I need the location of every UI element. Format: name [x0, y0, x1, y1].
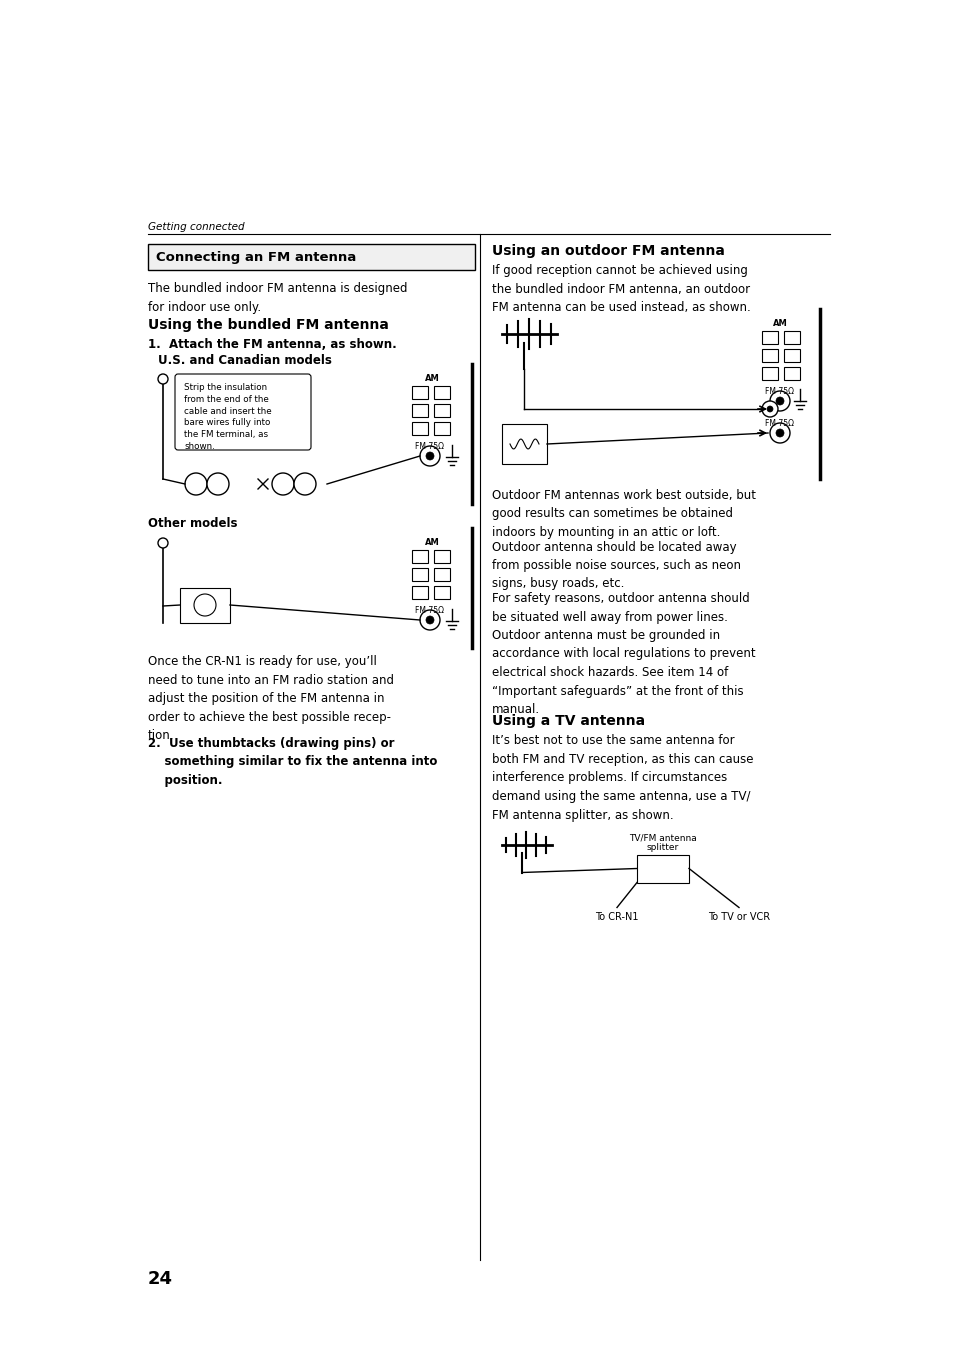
- Text: Outdoor antenna should be located away
from possible noise sources, such as neon: Outdoor antenna should be located away f…: [492, 540, 740, 590]
- Text: FM 75Ω: FM 75Ω: [764, 419, 794, 428]
- Bar: [761, 349, 778, 362]
- Circle shape: [272, 473, 294, 494]
- Circle shape: [294, 473, 315, 494]
- Text: Getting connected: Getting connected: [148, 222, 244, 232]
- Bar: [412, 422, 428, 435]
- Bar: [783, 367, 800, 380]
- Text: FM 75Ω: FM 75Ω: [416, 442, 444, 451]
- Circle shape: [766, 407, 772, 412]
- Text: Using an outdoor FM antenna: Using an outdoor FM antenna: [492, 245, 724, 258]
- Bar: [180, 588, 230, 623]
- Text: Using the bundled FM antenna: Using the bundled FM antenna: [148, 317, 389, 332]
- Text: FM 75Ω: FM 75Ω: [416, 607, 444, 615]
- Text: Other models: Other models: [148, 517, 237, 530]
- FancyBboxPatch shape: [174, 374, 311, 450]
- Text: FM 75Ω: FM 75Ω: [764, 386, 794, 396]
- Circle shape: [769, 390, 789, 411]
- Bar: [761, 331, 778, 345]
- Circle shape: [193, 594, 215, 616]
- Circle shape: [419, 611, 439, 630]
- Text: 1.  Attach the FM antenna, as shown.: 1. Attach the FM antenna, as shown.: [148, 338, 396, 351]
- Circle shape: [158, 538, 168, 549]
- Text: AM: AM: [424, 374, 439, 382]
- Circle shape: [185, 473, 207, 494]
- Bar: [434, 404, 450, 417]
- Text: Using a TV antenna: Using a TV antenna: [492, 715, 644, 728]
- Text: TV/FM antenna
splitter: TV/FM antenna splitter: [628, 834, 696, 852]
- Text: If good reception cannot be achieved using
the bundled indoor FM antenna, an out: If good reception cannot be achieved usi…: [492, 263, 750, 313]
- Bar: [434, 567, 450, 581]
- Text: 24: 24: [148, 1270, 172, 1288]
- Bar: [761, 367, 778, 380]
- Circle shape: [761, 401, 778, 417]
- Bar: [501, 424, 546, 463]
- Text: To CR-N1: To CR-N1: [595, 912, 639, 923]
- Text: AM: AM: [772, 319, 786, 328]
- Circle shape: [775, 430, 783, 436]
- Bar: [434, 586, 450, 598]
- Text: The bundled indoor FM antenna is designed
for indoor use only.: The bundled indoor FM antenna is designe…: [148, 282, 407, 313]
- Text: To TV or VCR: To TV or VCR: [707, 912, 769, 923]
- Text: Outdoor FM antennas work best outside, but
good results can sometimes be obtaine: Outdoor FM antennas work best outside, b…: [492, 489, 755, 539]
- Bar: [434, 386, 450, 399]
- Text: It’s best not to use the same antenna for
both FM and TV reception, as this can : It’s best not to use the same antenna fo…: [492, 735, 753, 821]
- Circle shape: [426, 616, 434, 624]
- Bar: [412, 586, 428, 598]
- Text: U.S. and Canadian models: U.S. and Canadian models: [158, 354, 332, 367]
- Bar: [434, 422, 450, 435]
- Bar: [637, 854, 688, 882]
- Text: 2.  Use thumbtacks (drawing pins) or
    something similar to fix the antenna in: 2. Use thumbtacks (drawing pins) or some…: [148, 738, 436, 788]
- Circle shape: [775, 397, 783, 405]
- Text: Strip the insulation
from the end of the
cable and insert the
bare wires fully i: Strip the insulation from the end of the…: [184, 382, 272, 451]
- Bar: [412, 550, 428, 563]
- Text: Outdoor antenna must be grounded in
accordance with local regulations to prevent: Outdoor antenna must be grounded in acco…: [492, 630, 755, 716]
- Circle shape: [769, 423, 789, 443]
- Text: Connecting an FM antenna: Connecting an FM antenna: [156, 250, 355, 263]
- Bar: [783, 331, 800, 345]
- Circle shape: [426, 453, 434, 459]
- Bar: [412, 386, 428, 399]
- Text: For safety reasons, outdoor antenna should
be situated well away from power line: For safety reasons, outdoor antenna shou…: [492, 592, 749, 624]
- Bar: [412, 404, 428, 417]
- Text: AM: AM: [424, 538, 439, 547]
- Bar: [148, 245, 475, 270]
- Text: Once the CR-N1 is ready for use, you’ll
need to tune into an FM radio station an: Once the CR-N1 is ready for use, you’ll …: [148, 655, 394, 742]
- Bar: [783, 349, 800, 362]
- Bar: [412, 567, 428, 581]
- Circle shape: [419, 446, 439, 466]
- Circle shape: [158, 374, 168, 384]
- Circle shape: [207, 473, 229, 494]
- Bar: [434, 550, 450, 563]
